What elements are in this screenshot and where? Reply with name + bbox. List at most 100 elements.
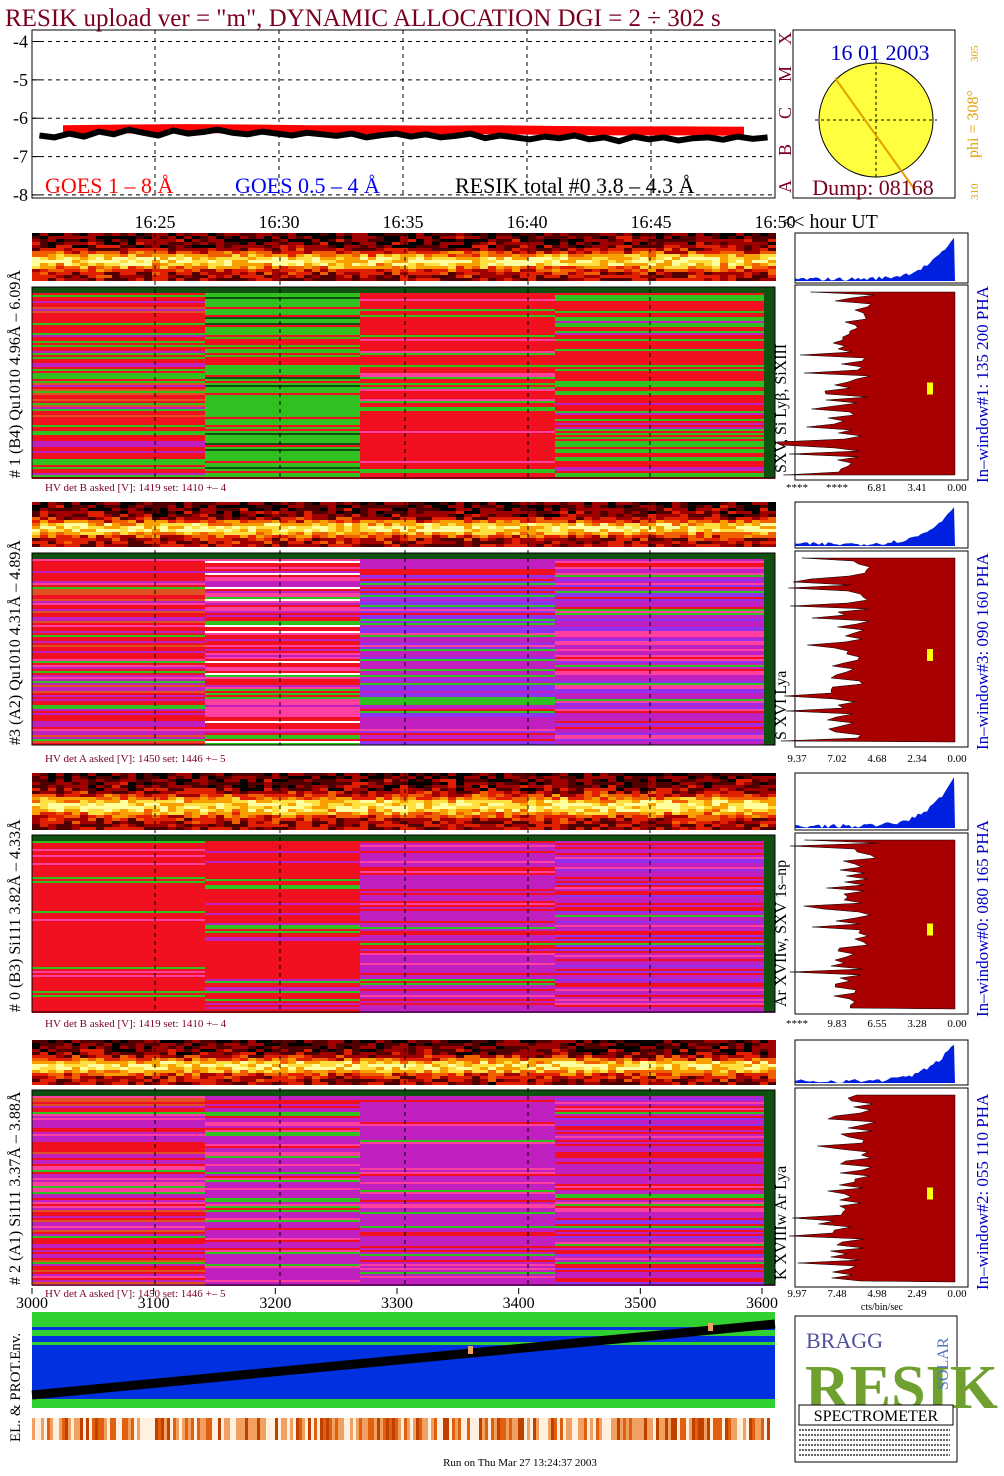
band-pixel [536,544,544,547]
spectrum-row [205,397,360,399]
band-pixel [432,800,440,803]
band-pixel [80,502,88,505]
band-pixel [584,272,592,275]
band-pixel [632,797,640,800]
band-pixel [136,517,144,520]
spectrum-row [32,443,205,445]
band-pixel [488,523,496,526]
band-pixel [696,508,704,511]
band-pixel [104,272,112,275]
band-pixel [616,272,624,275]
band-pixel [376,535,384,538]
band-pixel [296,797,304,800]
band-pixel [424,779,432,782]
band-pixel [392,239,400,242]
band-pixel [56,776,64,779]
spectrum-row [205,705,360,707]
band-pixel [112,809,120,812]
band-pixel [568,502,576,505]
band-pixel [408,538,416,541]
band-pixel [488,257,496,260]
band-pixel [720,520,728,523]
band-pixel [456,529,464,532]
band-pixel [360,242,368,245]
band-pixel [592,251,600,254]
band-pixel [472,800,480,803]
band-pixel [104,269,112,272]
band-pixel [80,535,88,538]
band-pixel [320,791,328,794]
band-pixel [424,508,432,511]
spectrum-row [205,643,360,645]
spectrum-row [360,639,555,641]
band-pixel [72,812,80,815]
band-pixel [592,806,600,809]
band-pixel [632,266,640,269]
spectrum-row [205,617,360,619]
band-pixel [168,532,176,535]
band-pixel [272,776,280,779]
band-pixel [688,242,696,245]
band-pixel [288,242,296,245]
band-pixel [640,263,648,266]
band-pixel [328,529,336,532]
band-pixel [560,791,568,794]
spectrum-row [205,729,360,731]
spectrum-row [555,733,775,735]
band-pixel [680,806,688,809]
band-pixel [576,776,584,779]
band-pixel [744,809,752,812]
band-pixel [632,245,640,248]
band-pixel [336,544,344,547]
band-pixel [288,245,296,248]
band-pixel [352,245,360,248]
spectrum-row [32,459,205,461]
band-pixel [632,239,640,242]
band-pixel [376,526,384,529]
spectrum-row [555,717,775,719]
band-pixel [664,257,672,260]
band-pixel [272,544,280,547]
band-pixel [224,269,232,272]
band-pixel [272,526,280,529]
spectrum-row [205,295,360,297]
band-pixel [280,505,288,508]
spectrum-row [360,703,555,705]
band-pixel [104,233,112,236]
spectrum-row [32,731,205,733]
band-pixel [112,520,120,523]
band-pixel [304,236,312,239]
band-pixel [664,544,672,547]
band-pixel [624,788,632,791]
band-pixel [296,779,304,782]
spectrum-row [555,601,775,603]
spectrum-row [360,603,555,605]
band-pixel [768,779,776,782]
band-pixel [232,502,240,505]
spectrum-row [205,405,360,407]
spectrum-row [205,455,360,457]
spectrum-row [555,575,775,577]
band-pixel [152,275,160,278]
band-pixel [560,260,568,263]
band-pixel [448,514,456,517]
band-pixel [216,236,224,239]
band-pixel [536,797,544,800]
spectrum-row [555,443,775,445]
spectrum-row [205,737,360,739]
band-pixel [144,794,152,797]
band-pixel [152,242,160,245]
spectrum-row [360,453,555,455]
band-pixel [512,806,520,809]
band-pixel [440,508,448,511]
band-pixel [472,505,480,508]
band-pixel [80,242,88,245]
band-pixel [112,505,120,508]
band-pixel [488,514,496,517]
band-pixel [528,239,536,242]
spectrum-row [205,689,360,691]
band-pixel [400,773,408,776]
band-pixel [64,233,72,236]
band-pixel [40,257,48,260]
band-pixel [648,779,656,782]
